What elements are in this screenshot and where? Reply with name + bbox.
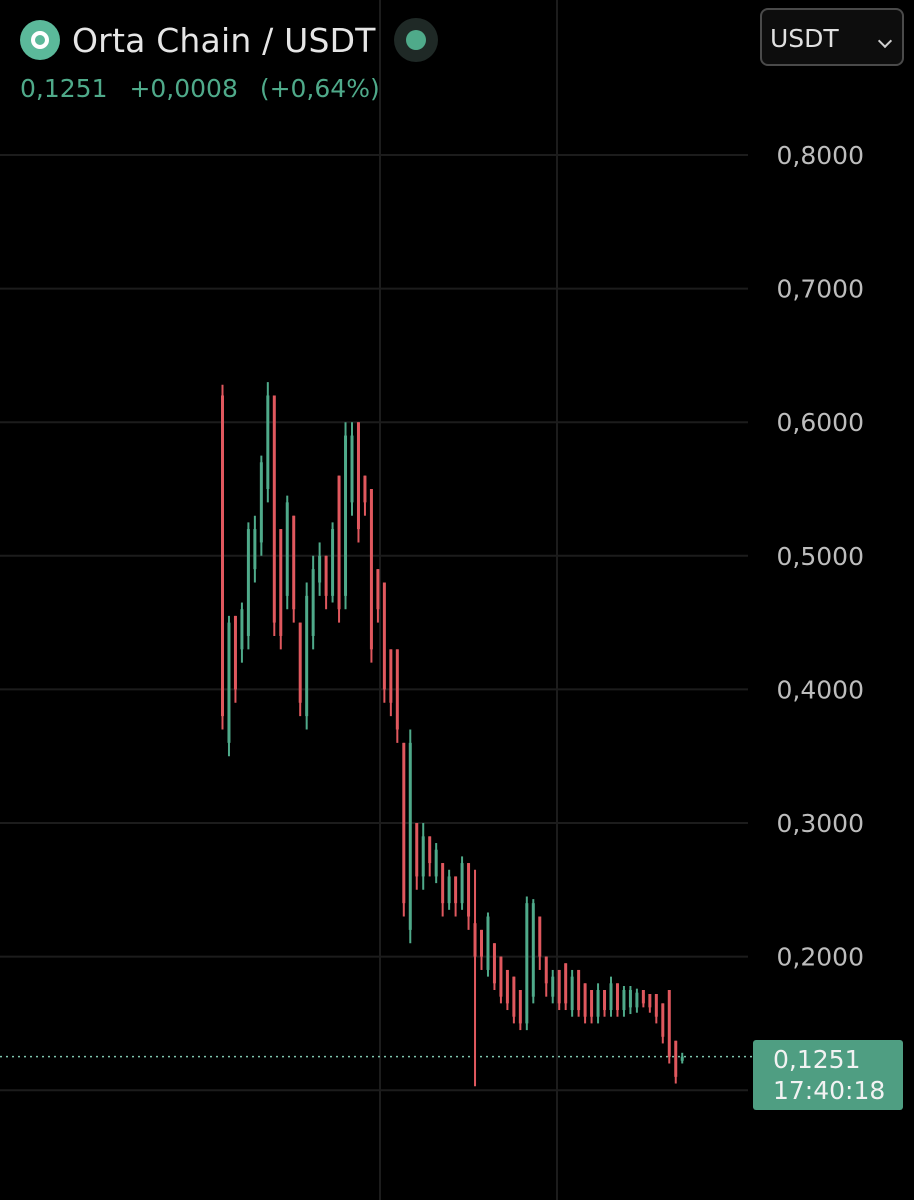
candle-body	[473, 923, 477, 957]
status-dot-icon	[405, 30, 426, 50]
pair-title[interactable]: Orta Chain / USDT	[72, 20, 376, 60]
candle-body	[674, 1040, 678, 1077]
candle-body	[221, 395, 224, 717]
candle-body	[279, 529, 283, 636]
candle-body	[641, 990, 645, 1004]
candle-body	[518, 990, 522, 1024]
candle-body	[402, 742, 406, 904]
last-price: 0,1251	[20, 74, 108, 103]
candle-body	[434, 849, 438, 877]
candle-body	[454, 876, 458, 904]
candle-body	[266, 395, 270, 489]
candle-body	[603, 990, 607, 1011]
price-summary: 0,1251 +0,0008 (+0,64%)	[20, 74, 380, 103]
y-tick-label: 0,6000	[777, 408, 864, 437]
candle-body	[467, 863, 471, 917]
candle-body	[661, 1003, 665, 1037]
last-price-tag: 0,1251 17:40:18	[753, 1040, 903, 1110]
candle-body	[369, 489, 373, 650]
candle-body	[609, 983, 613, 1011]
candle-body	[492, 943, 496, 984]
candle-body	[499, 956, 503, 997]
candle-body	[350, 435, 354, 503]
candle-body	[654, 994, 658, 1017]
market-status-indicator[interactable]	[393, 18, 438, 62]
candle-body	[525, 903, 529, 1024]
candle-body	[628, 990, 632, 1008]
candle-body	[233, 615, 237, 690]
quote-currency-select[interactable]: USDT	[760, 8, 904, 66]
candle-body	[376, 569, 380, 610]
candle-body	[337, 475, 341, 610]
candle-body	[272, 395, 276, 623]
candle-body	[635, 992, 639, 1008]
y-tick-label: 0,4000	[777, 675, 864, 704]
candle-body	[298, 622, 302, 703]
candle-body	[447, 876, 451, 904]
candle-body	[667, 990, 671, 1057]
orta-logo-icon	[20, 20, 60, 60]
y-tick-label: 0,3000	[777, 809, 864, 838]
candle-body	[505, 969, 509, 1004]
candle-body	[577, 969, 581, 1011]
candle-body	[564, 963, 568, 1004]
price-change-abs: +0,0008	[129, 74, 238, 103]
candle-body	[421, 836, 425, 877]
candle-body	[344, 435, 348, 596]
price-tag-value: 0,1251	[773, 1045, 861, 1074]
candle-body	[389, 649, 393, 703]
y-tick-label: 0,2000	[777, 943, 864, 972]
candle-body	[356, 422, 360, 530]
candle-body	[395, 649, 399, 730]
candle-body	[285, 502, 289, 596]
candle-body	[240, 609, 244, 650]
pair-header: Orta Chain / USDT	[20, 18, 438, 62]
candle-body	[259, 462, 263, 543]
quote-currency-value: USDT	[770, 24, 839, 53]
candle-body	[615, 983, 619, 1011]
candle-body	[460, 863, 464, 904]
candle-body	[648, 994, 652, 1008]
candle-body	[246, 529, 250, 636]
candle-body	[292, 515, 296, 610]
candle-body	[408, 742, 412, 930]
candle-body	[311, 569, 315, 636]
candle-countdown: 17:40:18	[773, 1076, 886, 1105]
candle-body	[324, 555, 328, 596]
y-tick-label: 0,5000	[777, 542, 864, 571]
candle-body	[570, 976, 574, 1011]
candle-body	[590, 990, 594, 1017]
candle-body	[544, 956, 548, 984]
candle-body	[331, 529, 335, 596]
y-tick-label: 0,8000	[777, 141, 864, 170]
candle-body	[486, 916, 490, 970]
candle-body	[622, 990, 626, 1011]
candle-body	[253, 529, 257, 570]
candle-body	[596, 990, 600, 1017]
candle-body	[531, 903, 535, 997]
candle-body	[318, 555, 322, 583]
candle-body	[428, 836, 432, 864]
candle-body	[227, 622, 231, 743]
candle-body	[680, 1056, 684, 1061]
candle-body	[480, 929, 483, 957]
candle-body	[538, 916, 542, 957]
candle-body	[415, 823, 419, 877]
candle-body	[583, 983, 587, 1017]
candle-body	[441, 863, 445, 904]
candle-body	[382, 582, 386, 690]
price-change-pct: (+0,64%)	[259, 74, 380, 103]
y-tick-label: 0,7000	[777, 275, 864, 304]
candle-body	[551, 976, 555, 997]
candle-body	[305, 595, 309, 717]
candle-body	[512, 976, 516, 1017]
candle-body	[363, 475, 367, 503]
candle-body	[557, 969, 561, 1004]
